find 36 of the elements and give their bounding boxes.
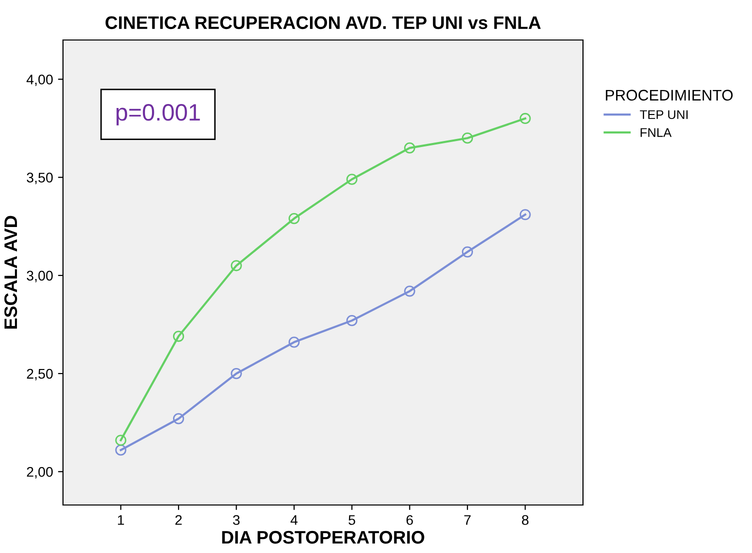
point	[230, 368, 242, 380]
point	[404, 142, 416, 154]
point	[115, 444, 126, 456]
x-axis-title: DIA POSTOPERATORIO	[222, 530, 424, 544]
point	[462, 246, 473, 258]
y-tick-label: 4,00	[26, 74, 53, 86]
x-tick-label: 8	[522, 515, 528, 525]
point	[173, 413, 184, 424]
point	[404, 286, 416, 297]
x-tick-label: 1	[118, 515, 124, 525]
legend-label: TEP UNI	[640, 110, 688, 120]
point	[230, 260, 242, 272]
annotation: p=0.001	[116, 104, 200, 126]
x-tick-label: 4	[290, 515, 298, 525]
y-tick-label: 3,50	[26, 172, 53, 184]
point	[288, 336, 300, 348]
point	[462, 132, 473, 144]
y-tick-label: 2,00	[26, 466, 53, 478]
x-tick-label: 2	[175, 515, 182, 525]
legend-label: FNLA	[640, 128, 672, 137]
x-tick-label: 5	[348, 515, 356, 525]
point	[115, 434, 126, 446]
point	[346, 174, 358, 185]
point	[346, 315, 358, 326]
x-tick-label: 7	[464, 515, 471, 525]
legend-title: PROCEDIMIENTO	[606, 90, 733, 101]
x-tick-label: 3	[233, 515, 240, 525]
point	[288, 212, 300, 224]
chart-title: CINETICA RECUPERACION AVD. TEP UNI vs FNLA	[106, 16, 541, 30]
y-tick-label: 2,50	[26, 368, 53, 380]
point	[520, 209, 531, 220]
point	[173, 330, 184, 342]
point	[520, 112, 531, 124]
x-tick-label: 6	[406, 515, 413, 525]
y-tick-label: 3,00	[26, 270, 53, 282]
y-axis-title: ESCALA AVD	[4, 216, 18, 329]
